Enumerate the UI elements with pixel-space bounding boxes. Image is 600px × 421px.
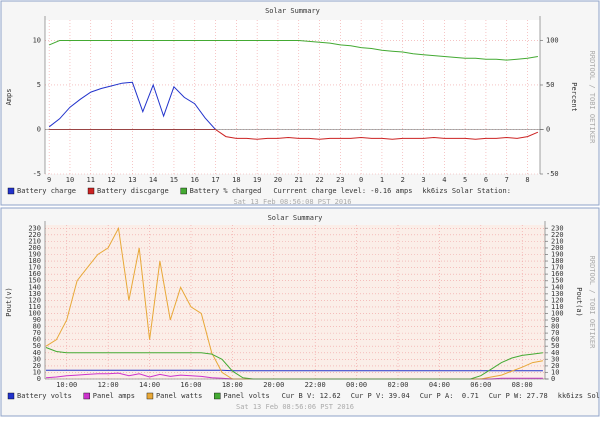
legend-label: Panel volts xyxy=(223,392,269,400)
chart-title: Solar Summary xyxy=(265,7,320,15)
y-tick-label: 230 xyxy=(28,224,41,232)
x-tick-label: 02:00 xyxy=(387,381,408,389)
legend-swatch xyxy=(147,393,153,399)
y-tick-label: -5 xyxy=(33,170,41,178)
watermark: RRDTOOL / TOBI OETIKER xyxy=(588,256,596,350)
y-axis-label: Pout(v) xyxy=(5,287,13,317)
chart-title: Solar Summary xyxy=(268,214,323,222)
legend-swatch xyxy=(8,393,14,399)
x-tick-label: 10:00 xyxy=(56,381,77,389)
legend-label: Battery % charged xyxy=(190,187,262,195)
x-tick-label: 0 xyxy=(359,176,363,184)
legend-label: Battery discgarge xyxy=(97,187,169,195)
x-tick-label: 18:00 xyxy=(222,381,243,389)
y-tick-label: 10 xyxy=(33,36,41,44)
y2-tick-label: -50 xyxy=(546,170,559,178)
x-tick-label: 00:00 xyxy=(346,381,367,389)
x-tick-label: 12:00 xyxy=(98,381,119,389)
legend-note: Cur P A: 0.71 xyxy=(420,392,479,400)
x-tick-label: 16 xyxy=(191,176,199,184)
x-tick-label: 7 xyxy=(505,176,509,184)
legend-note: Cur P W: 27.78 xyxy=(489,392,548,400)
legend-note: Currrent charge level: -0.16 amps xyxy=(273,187,412,195)
legend-swatch xyxy=(181,188,187,194)
x-tick-label: 2 xyxy=(401,176,405,184)
x-tick-label: 22:00 xyxy=(305,381,326,389)
y2-tick-label: 0 xyxy=(546,125,550,133)
y2-tick-label: 50 xyxy=(546,81,554,89)
x-tick-label: 3 xyxy=(421,176,425,184)
x-tick-label: 16:00 xyxy=(180,381,201,389)
legend-note: Cur P V: 39.04 xyxy=(351,392,410,400)
legend-label: Battery charge xyxy=(17,187,76,195)
y2-tick-label: 100 xyxy=(546,36,559,44)
x-tick-label: 18 xyxy=(232,176,240,184)
legend-label: Panel amps xyxy=(93,392,135,400)
x-tick-label: 1 xyxy=(380,176,384,184)
legend-label: Battery volts xyxy=(17,392,72,400)
x-tick-label: 08:00 xyxy=(512,381,533,389)
x-tick-label: 12 xyxy=(107,176,115,184)
legend-swatch xyxy=(8,188,14,194)
x-tick-label: 5 xyxy=(463,176,467,184)
x-tick-label: 19 xyxy=(253,176,261,184)
x-tick-label: 15 xyxy=(170,176,178,184)
y2-axis-label: Percent xyxy=(570,82,578,112)
legend-label: Panel watts xyxy=(156,392,202,400)
legend-swatch xyxy=(84,393,90,399)
x-tick-label: 13 xyxy=(128,176,136,184)
legend-swatch xyxy=(214,393,220,399)
y2-axis-label: Pout(a) xyxy=(575,287,583,317)
footer: Sat 13 Feb 08:56:06 PST 2016 xyxy=(236,403,354,411)
y-tick-label: 5 xyxy=(37,81,41,89)
y2-tick-label: 230 xyxy=(551,224,564,232)
x-tick-label: 14:00 xyxy=(139,381,160,389)
x-tick-label: 23 xyxy=(336,176,344,184)
x-tick-label: 06:00 xyxy=(470,381,491,389)
x-tick-label: 8 xyxy=(525,176,529,184)
x-tick-label: 4 xyxy=(442,176,446,184)
x-tick-label: 9 xyxy=(47,176,51,184)
y-tick-label: 0 xyxy=(37,125,41,133)
x-tick-label: 04:00 xyxy=(429,381,450,389)
x-tick-label: 22 xyxy=(315,176,323,184)
legend-swatch xyxy=(88,188,94,194)
legend-note: Cur B V: 12.62 xyxy=(282,392,341,400)
x-tick-label: 20 xyxy=(274,176,282,184)
footer: Sat 13 Feb 08:56:08 PST 2016 xyxy=(233,198,351,206)
plot-area xyxy=(45,20,540,174)
legend-note: kk6izs Solar Station: xyxy=(558,392,600,400)
y-axis-label: Amps xyxy=(5,89,13,106)
x-tick-label: 21 xyxy=(295,176,303,184)
watermark: RRDTOOL / TOBI OETIKER xyxy=(588,51,596,145)
legend-note: kk6izs Solar Station: xyxy=(422,187,511,195)
x-tick-label: 6 xyxy=(484,176,488,184)
x-tick-label: 17 xyxy=(211,176,219,184)
x-tick-label: 14 xyxy=(149,176,157,184)
x-tick-label: 10 xyxy=(66,176,74,184)
x-tick-label: 11 xyxy=(87,176,95,184)
x-tick-label: 20:00 xyxy=(263,381,284,389)
